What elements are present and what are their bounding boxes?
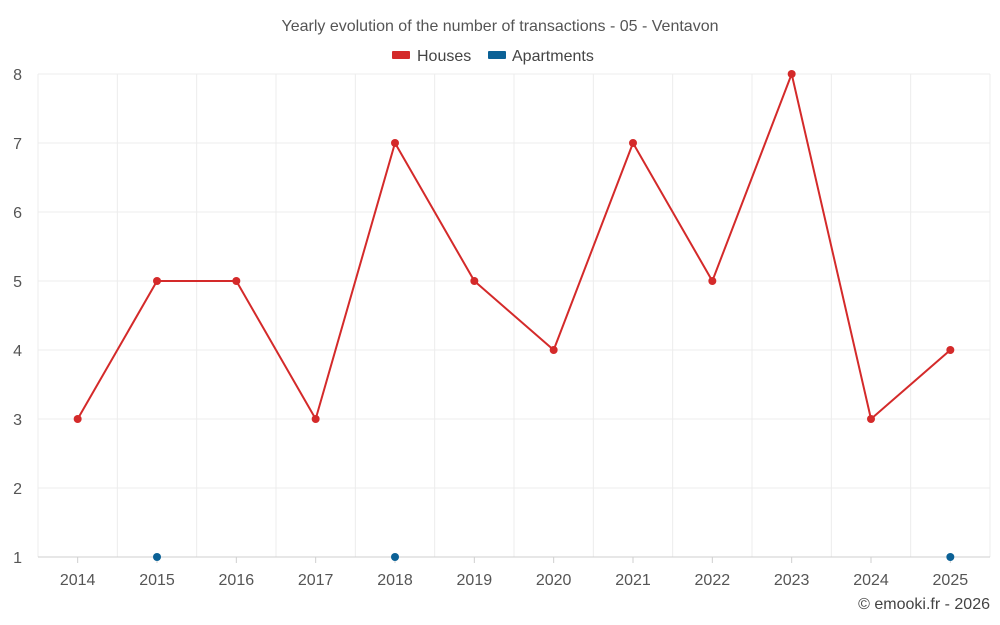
- credit-text: © emooki.fr - 2026: [858, 596, 990, 613]
- y-tick-label: 7: [13, 136, 22, 153]
- y-tick-label: 2: [13, 481, 22, 498]
- x-tick-label: 2018: [377, 572, 413, 589]
- legend-swatch-apartments: [488, 51, 506, 59]
- y-tick-label: 5: [13, 274, 22, 291]
- y-tick-label: 1: [13, 550, 22, 567]
- y-tick-label: 3: [13, 412, 22, 429]
- x-tick-label: 2020: [536, 572, 572, 589]
- series-layer: [73, 70, 955, 561]
- legend-swatch-houses: [392, 51, 410, 59]
- x-axis: 2014 2015 2016 2017 2018 2019 2020 2021 2022 2023…: [60, 557, 968, 589]
- data-point-houses: [232, 277, 241, 285]
- y-tick-label: 6: [13, 205, 22, 222]
- x-tick-label: 2023: [774, 572, 810, 589]
- x-tick-label: 2015: [139, 572, 175, 589]
- legend-label-apartments: Apartments: [512, 48, 594, 65]
- y-axis: 1 2 3 4 5 6 7 8: [13, 67, 22, 567]
- y-tick-label: 8: [13, 67, 22, 84]
- x-tick-label: 2024: [853, 572, 889, 589]
- series-houses: [73, 70, 955, 423]
- data-point-houses: [470, 277, 479, 285]
- x-tick-label: 2016: [219, 572, 255, 589]
- data-point-houses: [391, 139, 399, 147]
- series-line-houses: [76, 73, 951, 420]
- data-point-houses: [787, 70, 796, 78]
- y-tick-label: 4: [13, 343, 22, 360]
- chart-title: Yearly evolution of the number of transa…: [281, 18, 718, 35]
- x-tick-label: 2014: [60, 572, 96, 589]
- series-apartments: [153, 553, 955, 561]
- data-point-houses: [549, 346, 558, 354]
- data-point-apartments: [946, 553, 955, 561]
- legend-label-houses: Houses: [417, 48, 471, 65]
- data-point-apartments: [153, 553, 161, 561]
- data-point-houses: [629, 139, 637, 147]
- x-tick-label: 2017: [298, 572, 334, 589]
- x-tick-label: 2022: [695, 572, 731, 589]
- data-point-houses: [73, 415, 82, 423]
- data-point-houses: [153, 277, 161, 285]
- data-point-houses: [708, 277, 717, 285]
- x-tick-label: 2021: [615, 572, 651, 589]
- x-tick-label: 2025: [933, 572, 969, 589]
- legend: Houses Apartments: [392, 48, 594, 65]
- data-point-houses: [867, 415, 875, 423]
- data-point-houses: [311, 415, 320, 423]
- data-point-apartments: [391, 553, 399, 561]
- data-point-houses: [946, 346, 955, 354]
- x-tick-label: 2019: [457, 572, 493, 589]
